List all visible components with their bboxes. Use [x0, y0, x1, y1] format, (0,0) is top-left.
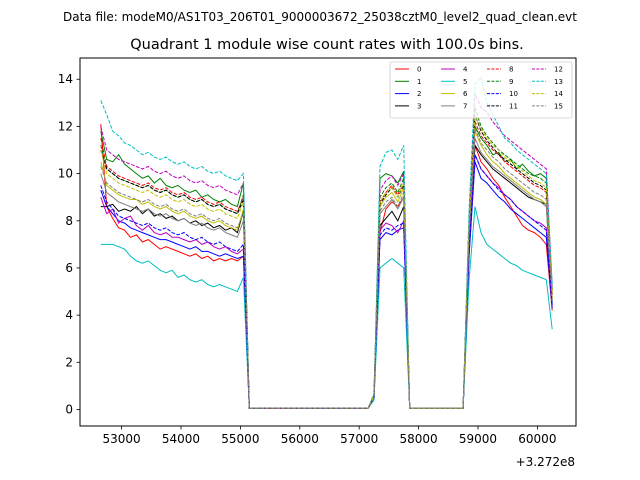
legend-label-15: 15	[554, 102, 563, 110]
x-tick-label: 56000	[281, 432, 319, 446]
x-tick-label: 55000	[221, 432, 259, 446]
series-layer	[100, 75, 553, 409]
y-tick-label: 4	[65, 308, 73, 322]
series-line-0	[100, 124, 553, 409]
legend-label-2: 2	[417, 90, 421, 98]
y-axis: 0 2 4 6 8 10 12 14	[58, 72, 80, 416]
legend-label-14: 14	[554, 90, 563, 98]
y-tick-label: 6	[65, 261, 73, 275]
legend-label-8: 8	[509, 66, 513, 74]
legend-label-7: 7	[463, 102, 467, 110]
y-tick-label: 8	[65, 214, 73, 228]
series-line-7	[100, 138, 553, 409]
series-line-9	[100, 107, 553, 409]
legend-label-4: 4	[463, 66, 468, 74]
legend-label-9: 9	[509, 78, 513, 86]
series-line-2	[100, 161, 553, 409]
legend-label-10: 10	[509, 90, 518, 98]
legend-frame	[389, 61, 573, 119]
legend-label-5: 5	[463, 78, 467, 86]
series-line-8	[100, 121, 553, 409]
legend-label-11: 11	[509, 102, 518, 110]
x-tick-label: 54000	[162, 432, 200, 446]
y-tick-label: 12	[58, 119, 73, 133]
series-line-1	[100, 124, 553, 409]
legend-label-0: 0	[417, 66, 421, 74]
plot-frame	[79, 57, 577, 427]
series-line-10	[100, 154, 553, 409]
x-tick-label: 60000	[518, 432, 556, 446]
legend-label-6: 6	[463, 90, 468, 98]
series-line-3	[100, 143, 553, 409]
series-line-15	[100, 128, 553, 409]
series-line-13	[100, 75, 553, 409]
x-tick-label: 58000	[399, 432, 437, 446]
y-tick-label: 14	[58, 72, 73, 86]
x-tick-label: 53000	[102, 432, 140, 446]
y-tick-label: 2	[65, 355, 73, 369]
x-tick-label: 57000	[340, 432, 378, 446]
y-tick-label: 10	[58, 167, 73, 181]
legend-label-1: 1	[417, 78, 421, 86]
chart-title: Quadrant 1 module wise count rates with …	[130, 37, 524, 53]
legend-label-13: 13	[554, 78, 563, 86]
legend-label-12: 12	[554, 66, 563, 74]
x-tick-label: 59000	[459, 432, 497, 446]
legend-label-3: 3	[417, 102, 421, 110]
series-line-4	[100, 154, 553, 409]
data-file-label: Data file: modeM0/AS1T03_206T01_90000036…	[63, 10, 577, 24]
x-axis: 53000 54000 55000 56000 57000 58000 59000 60000	[102, 426, 556, 446]
y-tick-label: 0	[65, 402, 73, 416]
series-line-5	[100, 206, 553, 409]
x-axis-offset-label: +3.272e8	[516, 455, 575, 469]
